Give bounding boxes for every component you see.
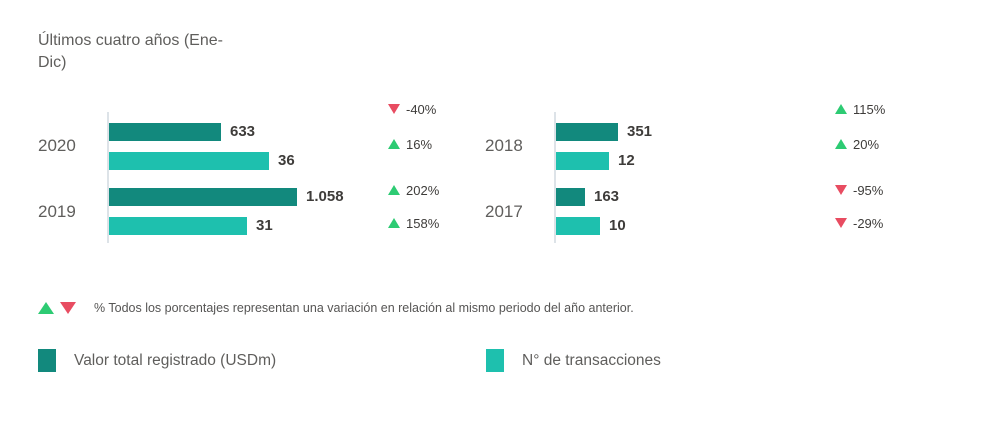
bar-value-label: 10 bbox=[609, 217, 626, 234]
triangle-up-icon bbox=[388, 139, 400, 149]
year-label: 2017 bbox=[485, 202, 523, 221]
bar-value-label: 36 bbox=[278, 152, 295, 169]
bar bbox=[109, 217, 247, 235]
bar-value-label: 351 bbox=[627, 123, 653, 140]
footnote-text: % Todos los porcentajes representan una … bbox=[94, 301, 634, 315]
bar bbox=[556, 152, 609, 170]
legend-swatch-light-icon bbox=[486, 349, 504, 372]
bar bbox=[109, 123, 221, 141]
bar-value-label: 633 bbox=[230, 123, 256, 140]
footnote: % Todos los porcentajes representan una … bbox=[38, 301, 634, 315]
change-indicator: -29% bbox=[835, 215, 884, 231]
change-value: -95% bbox=[853, 182, 884, 198]
chart-legend: Valor total registrado (USDm) N° de tran… bbox=[38, 349, 968, 375]
triangle-down-icon bbox=[388, 104, 400, 114]
chart-title-line2: Dic) bbox=[38, 54, 67, 71]
change-indicator: -40% bbox=[388, 101, 437, 117]
bar bbox=[109, 152, 269, 170]
chart-title: Últimos cuatro años (Ene- Dic) bbox=[38, 30, 268, 74]
legend-label: Valor total registrado (USDm) bbox=[74, 351, 277, 369]
change-value: 158% bbox=[406, 215, 440, 231]
legend-item-valor-total: Valor total registrado (USDm) bbox=[38, 349, 276, 372]
change-indicator: 202% bbox=[388, 182, 440, 198]
bar bbox=[556, 188, 585, 206]
chart-title-line1: Últimos cuatro años (Ene- bbox=[38, 32, 223, 49]
triangle-up-icon bbox=[388, 185, 400, 195]
triangle-down-icon bbox=[835, 185, 847, 195]
legend-item-transacciones: N° de transacciones bbox=[486, 349, 661, 372]
triangle-down-icon bbox=[60, 302, 76, 314]
triangle-up-icon bbox=[835, 104, 847, 114]
bar-value-label: 31 bbox=[256, 217, 273, 234]
change-value: 202% bbox=[406, 182, 440, 198]
axis-line bbox=[107, 112, 109, 243]
legend-swatch-dark-icon bbox=[38, 349, 56, 372]
chart-panel: 2020 633 -40% 36 16% 2019 1.058 202% 31 158% bbox=[0, 0, 460, 290]
year-label: 2019 bbox=[38, 202, 76, 221]
legend-label: N° de transacciones bbox=[522, 351, 661, 369]
bar-value-label: 163 bbox=[594, 188, 620, 205]
year-label: 2018 bbox=[485, 136, 523, 155]
bar bbox=[109, 188, 297, 206]
bar bbox=[556, 217, 600, 235]
bar-chart: 2020 633 -40% 36 16% 2019 1.058 202% 31 158% 2018 3… bbox=[0, 0, 907, 290]
change-value: 16% bbox=[406, 136, 433, 152]
bar-value-label: 1.058 bbox=[306, 188, 344, 205]
change-value: 20% bbox=[853, 136, 880, 152]
change-value: -40% bbox=[406, 101, 437, 117]
bar-value-label: 12 bbox=[618, 152, 635, 169]
bar bbox=[556, 123, 618, 141]
axis-line bbox=[554, 112, 556, 243]
year-label: 2020 bbox=[38, 136, 76, 155]
change-indicator: 158% bbox=[388, 215, 440, 231]
change-value: 115% bbox=[853, 101, 886, 117]
change-indicator: 20% bbox=[835, 136, 880, 152]
change-indicator: 115% bbox=[835, 101, 886, 117]
change-indicator: 16% bbox=[388, 136, 433, 152]
change-value: -29% bbox=[853, 215, 884, 231]
triangle-down-icon bbox=[835, 218, 847, 228]
triangle-up-icon bbox=[38, 302, 54, 314]
change-indicator: -95% bbox=[835, 182, 884, 198]
triangle-up-icon bbox=[835, 139, 847, 149]
triangle-up-icon bbox=[388, 218, 400, 228]
chart-panel: 2018 351 115% 12 20% 2017 163 -95% 10 -29% bbox=[447, 0, 907, 290]
